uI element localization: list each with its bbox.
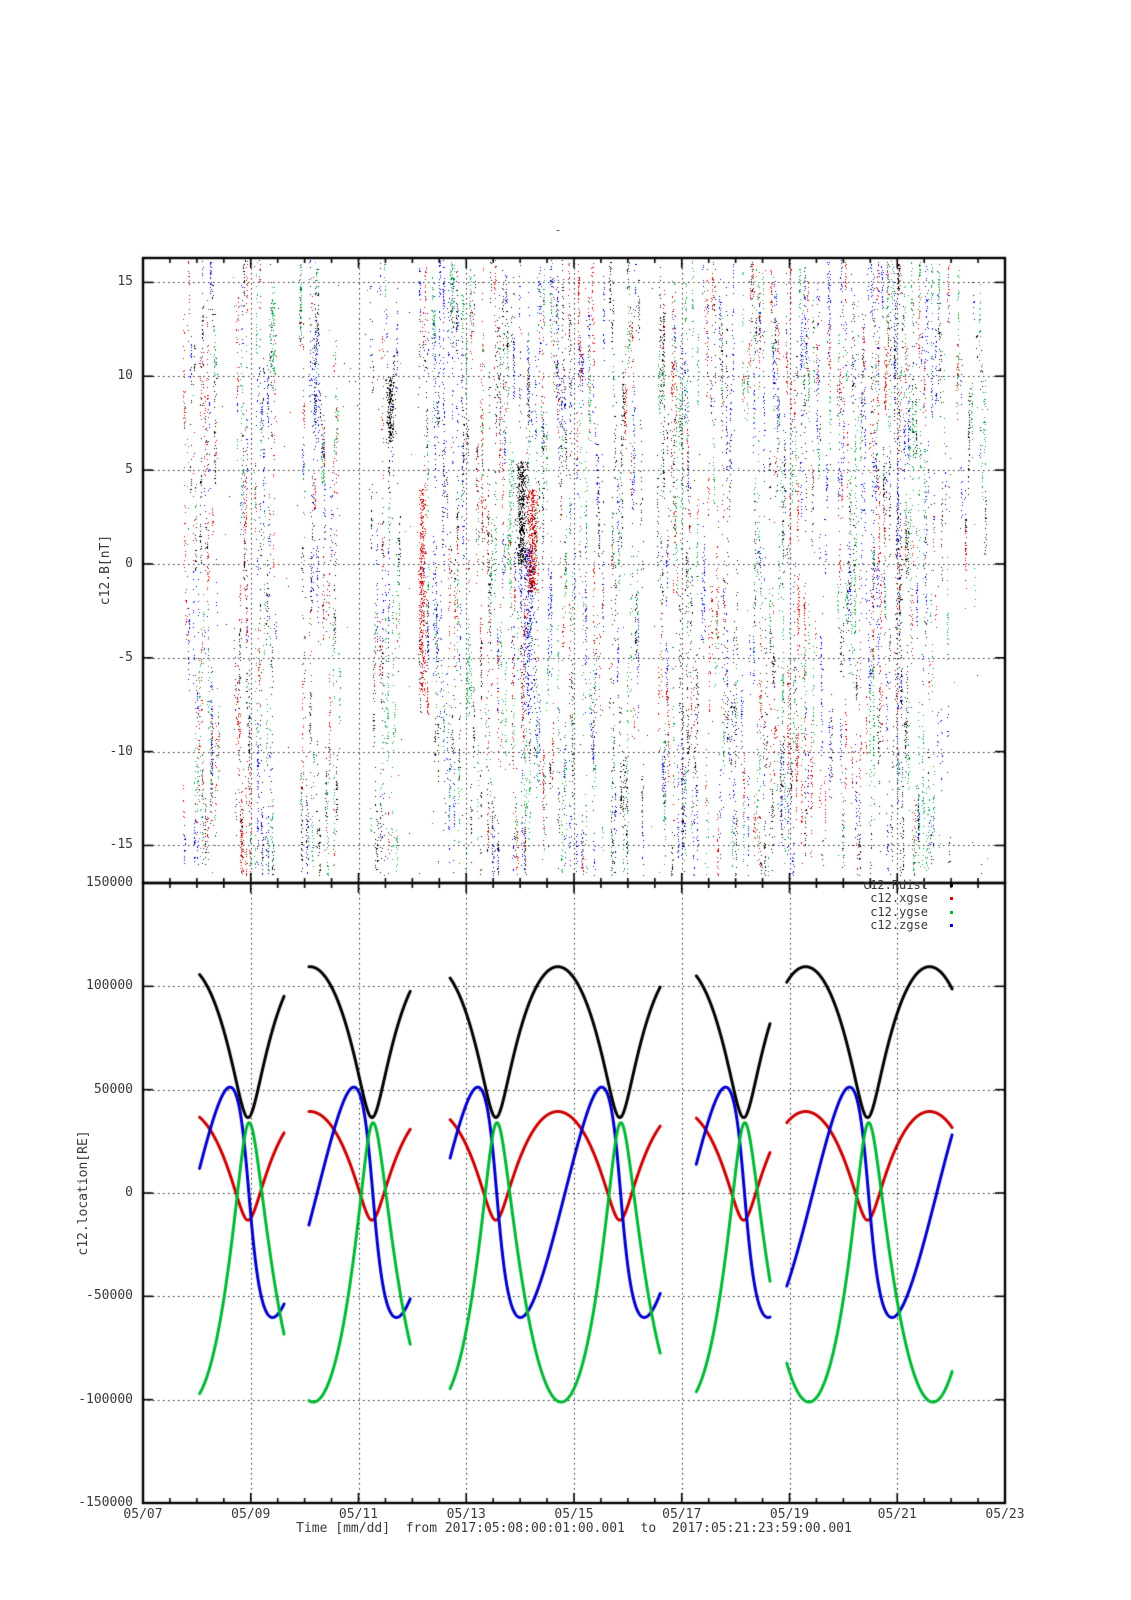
y-tick-label-location: 50000 [93,1081,133,1097]
legend-item: c12.xgse [863,892,958,905]
x-tick-label: 05/15 [554,1507,594,1522]
y-tick-label-location: -100000 [78,1391,133,1407]
y-tick-label-field: -15 [109,837,133,853]
legend-label: c12.xgse [870,891,928,906]
legend-marker-dot [950,897,953,901]
legend-item: c12.Rdist [862,878,958,892]
legend-label: c12.zgse [870,918,928,933]
x-tick-label: 05/23 [985,1507,1025,1522]
x-tick-label: 05/21 [877,1507,917,1522]
y-tick-label-location: 150000 [86,875,133,890]
x-tick-label: 05/13 [446,1507,486,1522]
y-tick-label-location: 100000 [86,978,133,994]
y-tick-label-field: -5 [117,649,133,665]
x-tick-label: 05/09 [231,1507,271,1522]
legend-item: c12.ygse [863,904,958,919]
x-tick-label: 05/07 [123,1507,163,1522]
x-tick-label: 05/19 [769,1507,810,1522]
plot-title: - [554,223,562,237]
y-tick-label-location: -150000 [78,1495,133,1510]
legend: c12.Rdist c12.xgse c12.ygse c12.zgse [862,878,958,933]
x-tick-label: 05/11 [338,1507,379,1522]
y-tick-label-field: 5 [125,462,133,478]
y-tick-label-location: -50000 [86,1288,133,1304]
y-tick-label-field: 0 [125,555,133,571]
legend-marker-dot [950,884,953,887]
legend-marker-dot [950,910,953,914]
legend-marker-dot [950,924,953,928]
x-tick-label: 05/17 [662,1507,702,1522]
x-axis-label: Time [mm/dd] from 2017:05:08:00:01:00.00… [296,1521,852,1536]
legend-item: c12.zgse [863,918,958,933]
legend-label: c12.Rdist [862,878,928,892]
y-tick-label-field: 15 [117,274,133,290]
y-tick-label-field: 10 [117,368,133,384]
y-tick-label-field: -10 [109,743,133,759]
legend-label: c12.ygse [870,904,928,919]
y-tick-label-location: 0 [125,1185,133,1200]
